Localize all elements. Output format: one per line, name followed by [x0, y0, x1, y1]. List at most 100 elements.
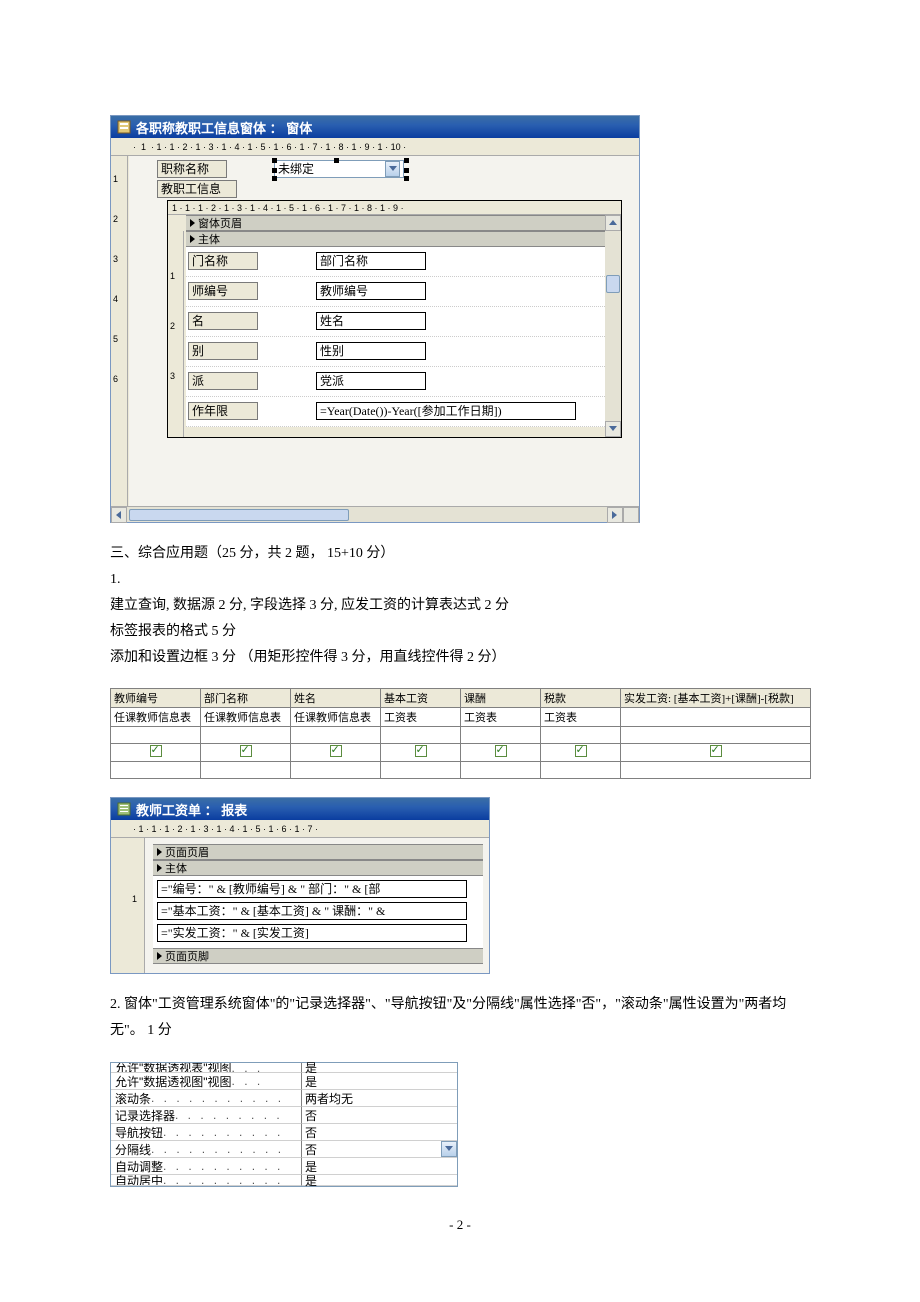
query-grid-row [111, 762, 811, 779]
window2-canvas: 1 页面页眉 主体 ="编号：" & [教师编号] & " 部门：" & [部=… [129, 838, 489, 973]
property-value[interactable]: 是 [301, 1175, 457, 1186]
checkbox-icon[interactable] [710, 745, 722, 757]
window-titlebar: 各职称教职工信息窗体 ： 窗体 [111, 116, 639, 138]
scroll-down-icon[interactable] [605, 421, 621, 437]
window2-hruler: · 1 · 1 · 1 · 2 · 1 · 3 · 1 · 4 · 1 · 5 … [111, 820, 489, 838]
subform-field-value[interactable]: =Year(Date())-Year([参加工作日期]) [316, 402, 576, 420]
selection-handle[interactable] [404, 158, 409, 163]
subform-field-value[interactable]: 党派 [316, 372, 426, 390]
subform-row: 别 性别 [186, 337, 621, 367]
window2-vruler: 1 [129, 838, 145, 973]
property-value[interactable]: 是 [301, 1073, 457, 1090]
query-cell [461, 727, 541, 744]
checkbox-icon[interactable] [415, 745, 427, 757]
selection-handle[interactable] [404, 176, 409, 181]
query-show-cell[interactable] [111, 744, 201, 762]
selection-handle[interactable] [272, 158, 277, 163]
query-cell: 教师编号 [111, 689, 201, 708]
property-label: 允许"数据透视表"视图 . . . [111, 1063, 301, 1073]
property-row: 自动调整 . . . . . . . . . . 是 [111, 1158, 457, 1175]
property-value[interactable]: 是 [301, 1063, 457, 1073]
scroll-up-icon[interactable] [605, 215, 621, 231]
subform-field-value[interactable]: 部门名称 [316, 252, 426, 270]
chevron-down-icon[interactable] [385, 161, 400, 177]
subform-vscrollbar[interactable] [605, 215, 621, 437]
subform-body: 门名称部门名称师编号教师编号名姓名别性别派党派作年限=Year(Date())-… [186, 247, 621, 427]
property-row: 允许"数据透视图"视图 . . . 是 [111, 1073, 457, 1090]
subform-row: 师编号教师编号 [186, 277, 621, 307]
property-row: 分隔线 . . . . . . . . . . . 否 [111, 1141, 457, 1158]
window2-titlebar: 教师工资单 ： 报表 [111, 798, 489, 820]
property-sheet: 允许"数据透视表"视图 . . . 是允许"数据透视图"视图 . . . 是滚动… [110, 1062, 458, 1187]
subform-field-label: 别 [188, 342, 258, 360]
subform-field-value[interactable]: 性别 [316, 342, 426, 360]
scroll-thumb[interactable] [606, 275, 620, 293]
query-show-cell[interactable] [201, 744, 291, 762]
report-expression[interactable]: ="实发工资：" & [实发工资] [157, 924, 467, 942]
query-show-cell[interactable] [291, 744, 381, 762]
query-cell [621, 727, 811, 744]
property-value[interactable]: 两者均无 [301, 1090, 457, 1107]
query-show-cell[interactable] [381, 744, 461, 762]
property-value[interactable]: 否 [301, 1107, 457, 1124]
property-label: 允许"数据透视图"视图 . . . [111, 1073, 301, 1090]
scroll-thumb-h[interactable] [129, 509, 349, 521]
report-expression[interactable]: ="基本工资：" & [基本工资] & " 课酬：" & [157, 902, 467, 920]
checkbox-icon[interactable] [240, 745, 252, 757]
report-icon [117, 802, 131, 816]
selection-handle[interactable] [272, 176, 277, 181]
property-row: 自动居中 . . . . . . . . . . 是 [111, 1175, 457, 1186]
property-value[interactable]: 否 [301, 1124, 457, 1141]
query-cell: 工资表 [461, 708, 541, 727]
text-block-1: 三、综合应用题（25 分，共 2 题， 15+10 分） 1. 建立查询, 数据… [110, 541, 810, 670]
combo-zhicheng[interactable]: 未绑定 [274, 160, 404, 178]
query-show-cell[interactable] [621, 744, 811, 762]
subform-vruler: 1 2 3 [168, 231, 184, 437]
chevron-down-icon[interactable] [441, 1141, 457, 1157]
selection-handle[interactable] [334, 158, 339, 163]
text-block-2: 2. 窗体"工资管理系统窗体"的"记录选择器"、"导航按钮"及"分隔线"属性选择… [110, 992, 810, 1044]
label-zhicheng: 职称名称 [157, 160, 227, 178]
report-expression[interactable]: ="编号：" & [教师编号] & " 部门：" & [部 [157, 880, 467, 898]
checkbox-icon[interactable] [575, 745, 587, 757]
property-row: 允许"数据透视表"视图 . . . 是 [111, 1063, 457, 1073]
query-cell: 工资表 [381, 708, 461, 727]
property-label: 导航按钮 . . . . . . . . . . [111, 1124, 301, 1141]
outer-hscrollbar[interactable] [111, 506, 639, 522]
subform-header-section: 窗体页眉 [186, 215, 621, 231]
scroll-left-icon[interactable] [111, 507, 127, 523]
selection-handle[interactable] [404, 168, 409, 173]
checkbox-icon[interactable] [330, 745, 342, 757]
query-cell [201, 762, 291, 779]
property-value[interactable]: 是 [301, 1158, 457, 1175]
subform-field-label: 门名称 [188, 252, 258, 270]
window2-title: 教师工资单 ： 报表 [136, 800, 247, 819]
property-label: 滚动条 . . . . . . . . . . . [111, 1090, 301, 1107]
query-show-cell[interactable] [461, 744, 541, 762]
query-show-cell[interactable] [541, 744, 621, 762]
checkbox-icon[interactable] [495, 745, 507, 757]
subform-row: 作年限=Year(Date())-Year([参加工作日期]) [186, 397, 621, 427]
subform-field-value[interactable]: 教师编号 [316, 282, 426, 300]
subform-body-section: 主体 [186, 231, 621, 247]
selection-handle[interactable] [272, 168, 277, 173]
subform-ruler: 1 · 1 · 1 · 2 · 1 · 3 · 1 · 4 · 1 · 5 · … [168, 201, 621, 215]
query-cell [111, 727, 201, 744]
query-cell: 工资表 [541, 708, 621, 727]
scroll-right-icon[interactable] [607, 507, 623, 523]
query-grid-row: 任课教师信息表任课教师信息表任课教师信息表工资表工资表工资表 [111, 708, 811, 727]
query-cell [111, 762, 201, 779]
label-jiaozhigong: 教职工信息 [157, 180, 237, 198]
property-value[interactable]: 否 [301, 1141, 457, 1158]
query-cell [541, 762, 621, 779]
query-grid-row: 教师编号部门名称姓名基本工资课酬税款实发工资: [基本工资]+[课酬]-[税款] [111, 689, 811, 708]
tb1-l5: 添加和设置边框 3 分 （用矩形控件得 3 分，用直线控件得 2 分） [110, 645, 810, 671]
query-cell [381, 762, 461, 779]
subform-field-value[interactable]: 姓名 [316, 312, 426, 330]
horizontal-ruler: · 1 · 1 · 1 · 2 · 1 · 3 · 1 · 4 · 1 · 5 … [111, 138, 639, 156]
query-cell: 部门名称 [201, 689, 291, 708]
checkbox-icon[interactable] [150, 745, 162, 757]
report-body: ="编号：" & [教师编号] & " 部门：" & [部 ="基本工资：" & … [153, 876, 483, 948]
tb1-l2: 1. [110, 567, 810, 593]
tb1-l4: 标签报表的格式 5 分 [110, 619, 810, 645]
